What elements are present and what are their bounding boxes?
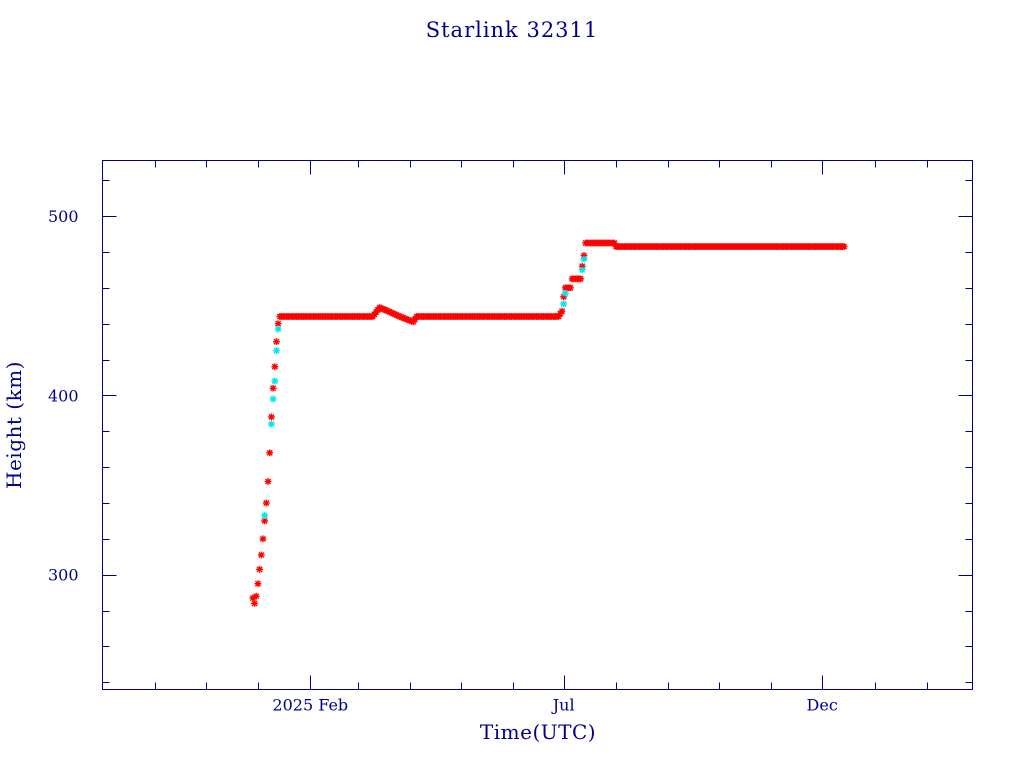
data-point (273, 338, 280, 346)
data-point (580, 255, 588, 263)
data-point (268, 420, 275, 428)
data-point (259, 535, 267, 543)
x-tick-label: Jul (551, 696, 575, 715)
data-point (268, 413, 275, 421)
x-tick-label: 2025 Feb (272, 696, 348, 715)
data-point (273, 347, 280, 354)
x-tick-label: Dec (807, 696, 838, 715)
data-point (251, 600, 258, 607)
data-point (264, 478, 272, 485)
data-point (252, 592, 260, 600)
axis-ticks (102, 160, 973, 690)
data-point (256, 565, 264, 573)
y-tick-labels: 300 400 500 (48, 207, 79, 585)
data-point (269, 395, 277, 403)
data-point (274, 325, 282, 333)
y-tick-label: 400 (48, 386, 79, 405)
data-point (274, 320, 282, 328)
data-point (271, 377, 279, 385)
chart-title: Starlink 32311 (426, 18, 599, 42)
y-axis-label: Height (km) (2, 361, 26, 489)
data-point (271, 363, 279, 371)
plot-frame (102, 160, 973, 690)
data-point (262, 499, 270, 507)
data-point (577, 275, 584, 283)
data-point (567, 284, 574, 292)
x-axis-label: Time(UTC) (480, 720, 596, 744)
data-point (558, 307, 566, 315)
x-tick-labels: 2025 Feb Jul Dec (272, 696, 837, 715)
data-points (249, 239, 848, 607)
data-point (560, 300, 568, 308)
y-tick-label: 500 (48, 207, 79, 226)
data-point (840, 243, 848, 250)
data-point (578, 266, 586, 274)
data-point (269, 384, 277, 392)
data-point (561, 289, 569, 297)
data-point (266, 449, 274, 457)
data-point (261, 512, 269, 519)
data-point (257, 551, 265, 559)
y-tick-label: 300 (48, 566, 79, 585)
data-point (254, 580, 262, 588)
